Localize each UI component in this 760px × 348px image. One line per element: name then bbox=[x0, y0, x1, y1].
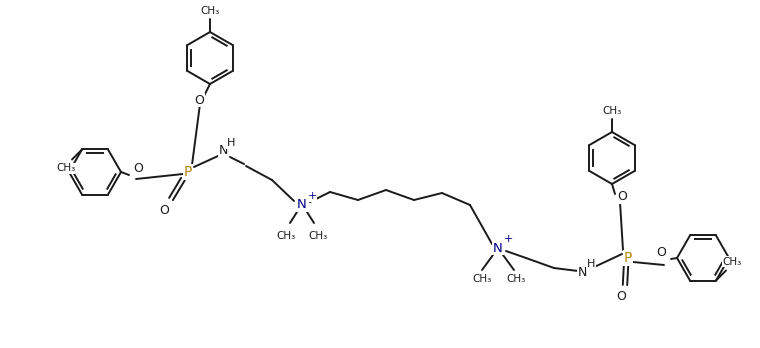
Text: CH₃: CH₃ bbox=[506, 274, 526, 284]
Text: CH₃: CH₃ bbox=[722, 256, 742, 267]
Text: O: O bbox=[656, 246, 666, 260]
Text: CH₃: CH₃ bbox=[56, 164, 76, 174]
Text: CH₃: CH₃ bbox=[277, 231, 296, 241]
Text: O: O bbox=[194, 94, 204, 106]
Text: +: + bbox=[503, 234, 513, 244]
Text: O: O bbox=[617, 190, 627, 204]
Text: N: N bbox=[493, 242, 503, 254]
Text: +: + bbox=[307, 191, 317, 201]
Text: CH₃: CH₃ bbox=[201, 6, 220, 16]
Text: CH₃: CH₃ bbox=[473, 274, 492, 284]
Text: N: N bbox=[578, 267, 587, 279]
Text: P: P bbox=[624, 251, 632, 265]
Text: O: O bbox=[133, 163, 143, 175]
Text: CH₃: CH₃ bbox=[603, 106, 622, 116]
Text: O: O bbox=[616, 291, 626, 303]
Text: H: H bbox=[587, 259, 595, 269]
Text: H: H bbox=[226, 138, 235, 148]
Text: O: O bbox=[159, 205, 169, 218]
Text: CH₃: CH₃ bbox=[309, 231, 328, 241]
Text: P: P bbox=[184, 165, 192, 179]
Text: N: N bbox=[297, 198, 307, 212]
Text: N: N bbox=[218, 144, 228, 158]
